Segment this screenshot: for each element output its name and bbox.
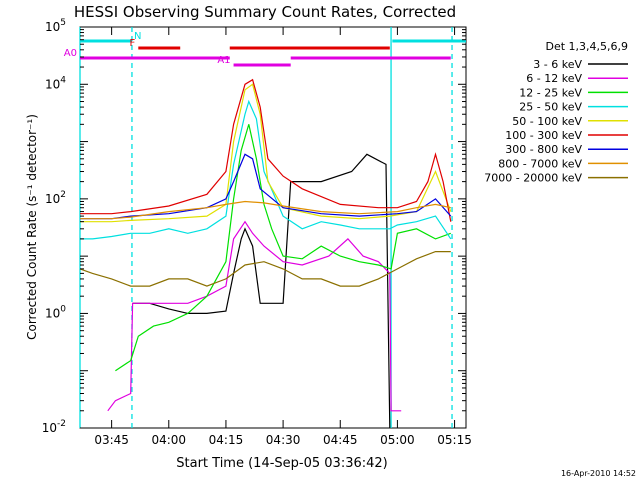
axis-ticks: 03:45 04:00 04:15 04:30 04:45 05:00 05:15 10-2 1… bbox=[42, 18, 472, 447]
x-tick-label-2: 04:15 bbox=[209, 433, 244, 447]
legend-label-3: 25 - 50 keV bbox=[519, 101, 582, 114]
series-line-6 bbox=[80, 153, 452, 220]
y-tick-label-3: 104 bbox=[45, 75, 66, 91]
legend-label-2: 12 - 25 keV bbox=[519, 86, 582, 99]
plot-frame bbox=[79, 26, 467, 429]
y-tick-label-2: 102 bbox=[45, 190, 66, 206]
series-line-0 bbox=[132, 153, 391, 429]
series-line-1 bbox=[107, 220, 402, 412]
x-tick-label-3: 04:30 bbox=[266, 433, 301, 447]
attenuator-label-N: N bbox=[134, 31, 141, 42]
x-tick-label-6: 05:15 bbox=[437, 433, 472, 447]
series-line-4 bbox=[80, 83, 452, 223]
series-line-8 bbox=[79, 251, 451, 287]
y-tick-label-4: 105 bbox=[45, 18, 66, 34]
series-line-5 bbox=[80, 78, 452, 222]
x-tick-label-1: 04:00 bbox=[151, 433, 186, 447]
legend-label-7: 800 - 7000 keV bbox=[498, 157, 582, 170]
chart-title: HESSI Observing Summary Count Rates, Cor… bbox=[74, 3, 456, 21]
plot-area: NF A0 A1 bbox=[64, 26, 467, 429]
x-tick-label-4: 04:45 bbox=[323, 433, 358, 447]
x-tick-label-5: 05:00 bbox=[380, 433, 415, 447]
legend-label-5: 100 - 300 keV bbox=[505, 129, 582, 142]
legend-label-0: 3 - 6 keV bbox=[533, 58, 582, 71]
series-line-3 bbox=[80, 99, 452, 240]
legend-label-1: 6 - 12 keV bbox=[526, 72, 582, 85]
y-tick-label-1: 100 bbox=[45, 304, 66, 320]
footer-timestamp: 16-Apr-2010 14:52 bbox=[561, 469, 636, 478]
attenuator-label-A1: A1 bbox=[217, 55, 230, 66]
series-line-2 bbox=[115, 124, 452, 372]
legend-header: Det 1,3,4,5,6,9 bbox=[545, 40, 628, 53]
legend-label-4: 50 - 100 keV bbox=[512, 115, 582, 128]
y-tick-label-0: 10-2 bbox=[42, 419, 66, 435]
legend-label-8: 7000 - 20000 keV bbox=[484, 172, 582, 185]
y-axis-label: Corrected Count Rate (s⁻¹ detector⁻¹) bbox=[25, 114, 39, 340]
attenuator-label-A0: A0 bbox=[64, 48, 77, 59]
legend-label-6: 300 - 800 keV bbox=[505, 143, 582, 156]
x-tick-label-0: 03:45 bbox=[94, 433, 129, 447]
x-axis-label: Start Time (14-Sep-05 03:36:42) bbox=[176, 456, 387, 471]
attenuator-label-F: F bbox=[130, 38, 136, 49]
series-line-7 bbox=[80, 200, 451, 220]
